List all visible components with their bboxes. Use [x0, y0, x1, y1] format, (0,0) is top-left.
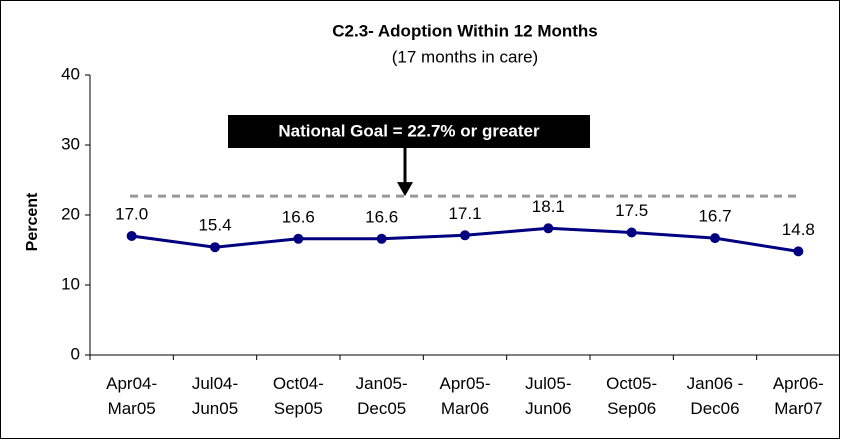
annotation-label: National Goal = 22.7% or greater: [278, 121, 540, 140]
x-tick-label: Jan06 -Dec06: [687, 374, 744, 418]
data-label: 17.1: [448, 204, 481, 223]
x-tick-label: Apr06-Mar07: [773, 374, 824, 418]
point: [543, 223, 554, 234]
x-tick-label: Apr04-Mar05: [106, 374, 157, 418]
point: [626, 227, 637, 238]
point: [293, 233, 304, 244]
data-label: 14.8: [782, 220, 815, 239]
data-label: 16.6: [282, 207, 315, 226]
point: [126, 231, 137, 241]
chart-subtitle: (17 months in care): [392, 47, 538, 66]
x-tick-label: Jan05-Dec05: [356, 374, 408, 418]
annotation-box: [228, 115, 590, 148]
data-label: 17.5: [615, 201, 648, 220]
x-tick-label: Jul05-Jun06: [525, 374, 571, 418]
annotation-arrowhead: [397, 182, 413, 197]
point: [210, 242, 220, 253]
x-tick-label: Oct05-Sep06: [606, 374, 657, 418]
x-tick-label: Oct04-Sep05: [273, 374, 324, 418]
data-label: 16.7: [698, 207, 731, 226]
data-label: 16.6: [365, 207, 398, 226]
y-tick-label: 0: [71, 344, 80, 363]
y-tick-label: 30: [61, 134, 80, 153]
y-tick-label: 20: [61, 204, 80, 223]
y-tick-label: 10: [61, 274, 80, 293]
data-label: 17.0: [115, 204, 148, 223]
point: [460, 230, 470, 241]
x-tick-label: Jul04-Jun05: [192, 374, 238, 418]
data-label: 15.4: [198, 216, 231, 235]
point: [376, 233, 387, 244]
chart-title: C2.3- Adoption Within 12 Months: [332, 21, 598, 40]
y-tick-label: 40: [61, 64, 80, 83]
point: [793, 246, 804, 257]
data-label: 18.1: [532, 197, 565, 216]
x-tick-label: Apr05-Mar06: [439, 374, 490, 418]
point: [710, 233, 720, 244]
y-axis-label: Percent: [24, 192, 41, 251]
